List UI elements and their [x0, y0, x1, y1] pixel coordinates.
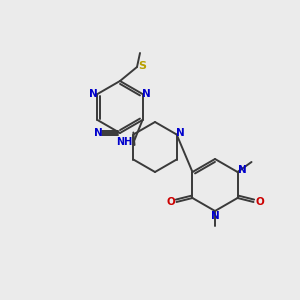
Text: N: N: [142, 89, 151, 99]
Text: O: O: [255, 197, 264, 207]
Text: O: O: [166, 197, 175, 207]
Text: NH: NH: [116, 137, 133, 147]
Text: N: N: [176, 128, 185, 137]
Text: N: N: [94, 128, 102, 138]
Text: N: N: [238, 165, 247, 175]
Text: N: N: [211, 211, 219, 221]
Text: N: N: [89, 89, 98, 99]
Text: S: S: [138, 61, 146, 71]
